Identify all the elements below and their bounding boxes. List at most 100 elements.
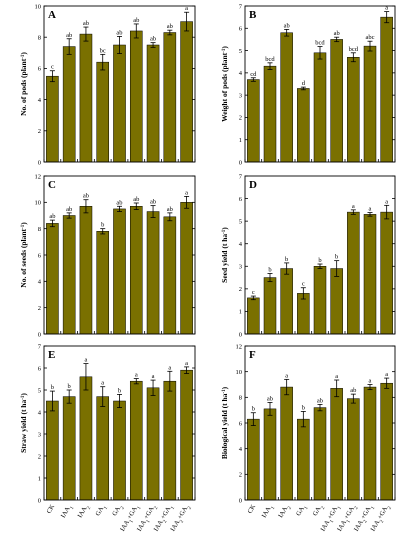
ytick-B: 0 <box>239 159 242 166</box>
axes-frame-E <box>43 345 196 501</box>
xtick-E-4: GA1 <box>94 503 108 518</box>
letter-A-9: a <box>185 5 188 12</box>
error-bar-D-1 <box>250 295 256 301</box>
ylabel-C: No. of seeds (plant-1) <box>19 222 28 288</box>
error-bar-E-4 <box>100 386 106 407</box>
ylabel-B: Weight of pods (plant-1) <box>220 46 229 122</box>
error-bar-A-1 <box>49 70 55 83</box>
bar-E-8 <box>163 380 177 501</box>
bar-A-1 <box>46 75 59 163</box>
bar-D-1 <box>247 297 260 335</box>
bar-F-5 <box>313 407 327 501</box>
error-bar-C-8 <box>167 212 173 222</box>
bar-F-8 <box>363 386 377 501</box>
letter-B-7: bcd <box>349 46 359 53</box>
error-bar-F-7 <box>350 393 356 404</box>
bar-A-6 <box>129 30 143 163</box>
letter-F-3: a <box>285 372 288 379</box>
ylabel-F: Biological yield (t ha-1) <box>220 386 229 459</box>
letter-F-2: ab <box>267 395 273 402</box>
bar-E-1 <box>46 400 59 501</box>
error-bar-E-6 <box>133 378 139 385</box>
ytick-F: 12 <box>236 343 243 350</box>
ytick-E: 7 <box>38 343 42 350</box>
letter-C-5: ab <box>116 199 122 206</box>
letter-C-9: a <box>185 189 188 196</box>
panel-E: b b a a b a a a a 0 1 2 3 4 5 6 7E Straw yield (t ha-1) CK… <box>19 343 196 533</box>
letter-C-6: ab <box>133 196 139 203</box>
ytick-F: 4 <box>239 446 243 453</box>
error-bar-A-7 <box>150 42 156 48</box>
xtick-F-3: IAA2 <box>277 503 293 520</box>
error-bar-D-6 <box>334 260 340 277</box>
panel-label-E: E <box>48 349 55 361</box>
ytick-B: 6 <box>239 26 243 33</box>
bar-E-6 <box>129 380 143 501</box>
bar-E-9 <box>180 369 193 501</box>
error-bar-C-1 <box>49 219 55 228</box>
error-bar-E-3 <box>83 363 89 391</box>
ytick-C: 4 <box>38 279 42 286</box>
panel-label-A: A <box>48 9 56 21</box>
letter-D-1: c <box>252 289 255 296</box>
letter-C-4: b <box>101 222 104 229</box>
panel-label-B: B <box>249 9 257 21</box>
error-bar-C-4 <box>100 228 106 235</box>
error-bar-D-4 <box>300 287 306 300</box>
letter-D-2: b <box>268 267 271 274</box>
xtick-F-2: IAA1 <box>261 503 277 520</box>
ytick-A: 0 <box>38 159 41 166</box>
letter-A-2: ab <box>66 32 72 39</box>
error-bar-B-9 <box>384 11 390 24</box>
error-bar-E-1 <box>49 390 55 412</box>
error-bar-A-3 <box>83 26 89 42</box>
xtick-E-3: IAA2 <box>77 503 93 520</box>
letter-D-7: a <box>352 203 355 210</box>
ytick-D: 2 <box>239 286 242 293</box>
letter-A-5: ab <box>116 29 122 36</box>
letter-D-6: b <box>335 254 338 261</box>
ytick-E: 1 <box>38 475 41 482</box>
bar-C-6 <box>129 206 143 335</box>
bar-F-2 <box>263 408 277 501</box>
error-bar-E-7 <box>150 379 156 396</box>
letter-E-2: b <box>68 383 71 390</box>
bar-B-4 <box>297 88 310 163</box>
error-bar-F-8 <box>367 384 373 391</box>
error-bar-B-4 <box>300 86 306 91</box>
letter-E-9: a <box>185 360 188 367</box>
bar-C-5 <box>113 208 126 335</box>
ytick-B: 1 <box>239 137 242 144</box>
panel-A: c ab ab bc ab ab ab ab a 0 2 4 6 8 10 A No. of pods (pla… <box>19 3 196 166</box>
ytick-A: 2 <box>38 128 41 135</box>
error-bar-F-6 <box>334 379 340 398</box>
bar-E-7 <box>146 387 160 501</box>
ytick-C: 8 <box>38 226 41 233</box>
xtick-E-1: CK <box>46 503 57 515</box>
error-bar-B-2 <box>267 62 273 70</box>
letter-B-6: ab <box>334 30 340 37</box>
error-bar-F-1 <box>250 412 256 426</box>
letter-D-4: c <box>302 281 305 288</box>
error-bar-B-3 <box>284 28 290 37</box>
bar-F-1 <box>247 418 260 501</box>
letter-E-6: a <box>135 372 138 379</box>
error-bar-C-5 <box>117 205 122 212</box>
letter-B-2: bcd <box>265 56 275 63</box>
ytick-D: 4 <box>239 241 243 248</box>
panel-D: c b b c b b a a a 0 1 2 3 4 5 6 7D Seed yield (t ha-1) <box>220 173 396 338</box>
bar-A-8 <box>163 32 177 163</box>
error-bar-D-7 <box>350 209 356 215</box>
bar-F-3 <box>280 386 293 501</box>
error-bar-C-9 <box>184 196 190 209</box>
bar-F-9 <box>380 382 393 501</box>
ytick-B: 5 <box>239 48 242 55</box>
letter-B-5: bcd <box>315 40 325 47</box>
error-bar-D-8 <box>367 212 373 217</box>
bar-D-5 <box>313 266 327 335</box>
error-bar-E-9 <box>184 366 190 374</box>
letter-A-8: ab <box>167 23 173 30</box>
bar-F-6 <box>330 388 343 501</box>
ytick-D: 6 <box>239 196 243 203</box>
